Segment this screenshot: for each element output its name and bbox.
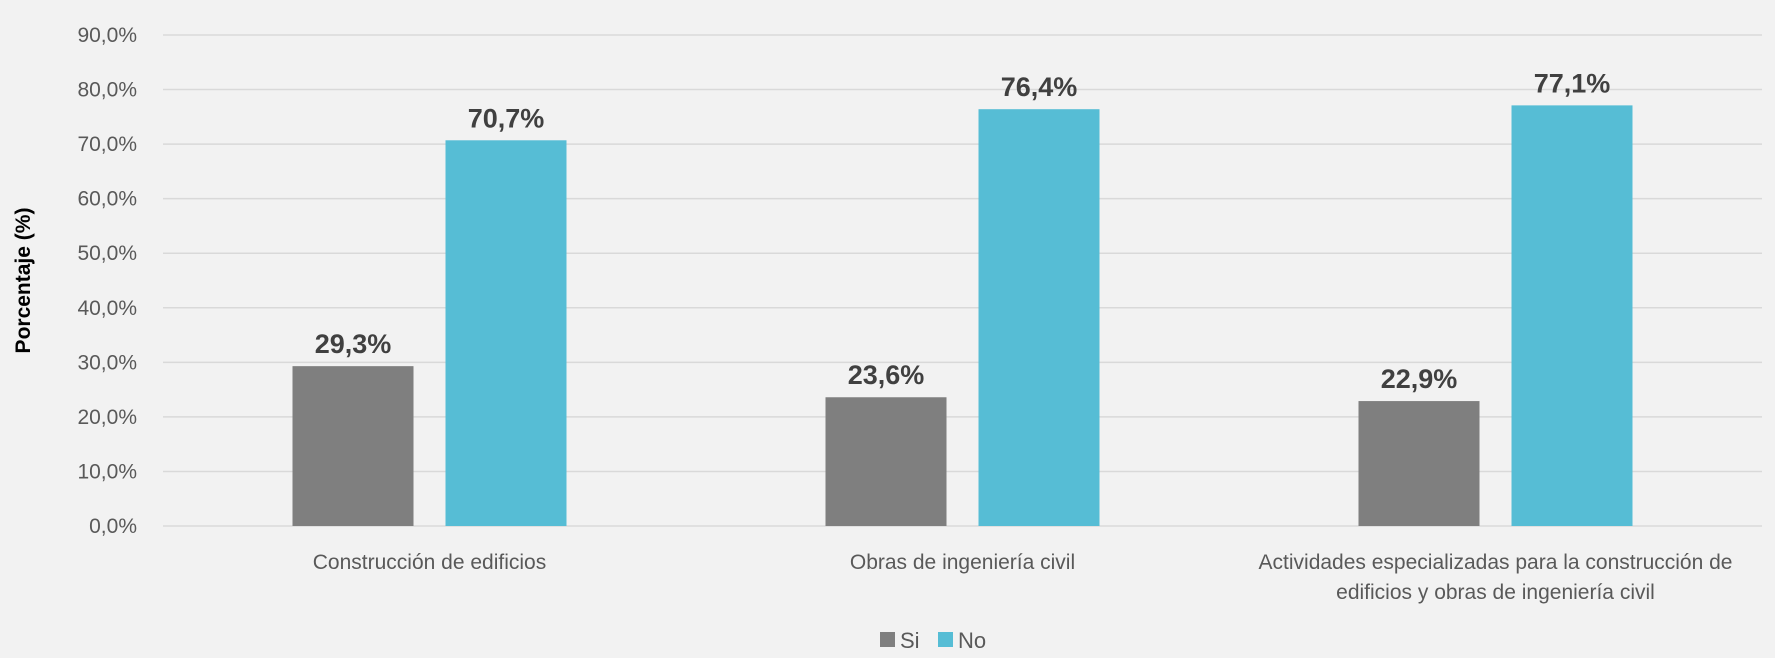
legend-label-no: No (958, 628, 986, 653)
legend-swatch-si (880, 632, 895, 647)
y-tick-label: 90,0% (77, 24, 137, 47)
y-tick-label: 60,0% (77, 188, 137, 211)
y-tick-label: 0,0% (89, 515, 137, 538)
y-tick-label: 10,0% (77, 460, 137, 483)
legend-label-si: Si (900, 628, 920, 653)
data-label: 23,6% (848, 360, 925, 390)
x-category-label: Construcción de edificios (313, 551, 546, 574)
bar-si-1 (292, 366, 414, 526)
data-label: 29,3% (315, 329, 392, 359)
bar-si-3 (1358, 401, 1480, 526)
x-category-label: edificios y obras de ingeniería civil (1336, 581, 1655, 604)
bar-si-2 (825, 397, 947, 526)
y-tick-label: 30,0% (77, 351, 137, 374)
y-tick-label: 40,0% (77, 297, 137, 320)
data-label: 76,4% (1001, 72, 1078, 102)
data-label: 70,7% (468, 103, 545, 133)
y-tick-label: 20,0% (77, 406, 137, 429)
data-label: 22,9% (1381, 364, 1458, 394)
y-tick-label: 70,0% (77, 133, 137, 156)
bar-no-3 (1511, 105, 1633, 527)
x-category-label: Actividades especializadas para la const… (1259, 551, 1733, 574)
bar-no-1 (445, 140, 567, 526)
y-tick-label: 50,0% (77, 242, 137, 265)
x-category-label: Obras de ingeniería civil (850, 551, 1075, 574)
legend-swatch-no (938, 632, 953, 647)
y-axis-title: Porcentaje (%) (12, 208, 35, 354)
y-tick-label: 80,0% (77, 79, 137, 102)
bar-no-2 (978, 109, 1100, 526)
data-label: 77,1% (1534, 68, 1611, 98)
